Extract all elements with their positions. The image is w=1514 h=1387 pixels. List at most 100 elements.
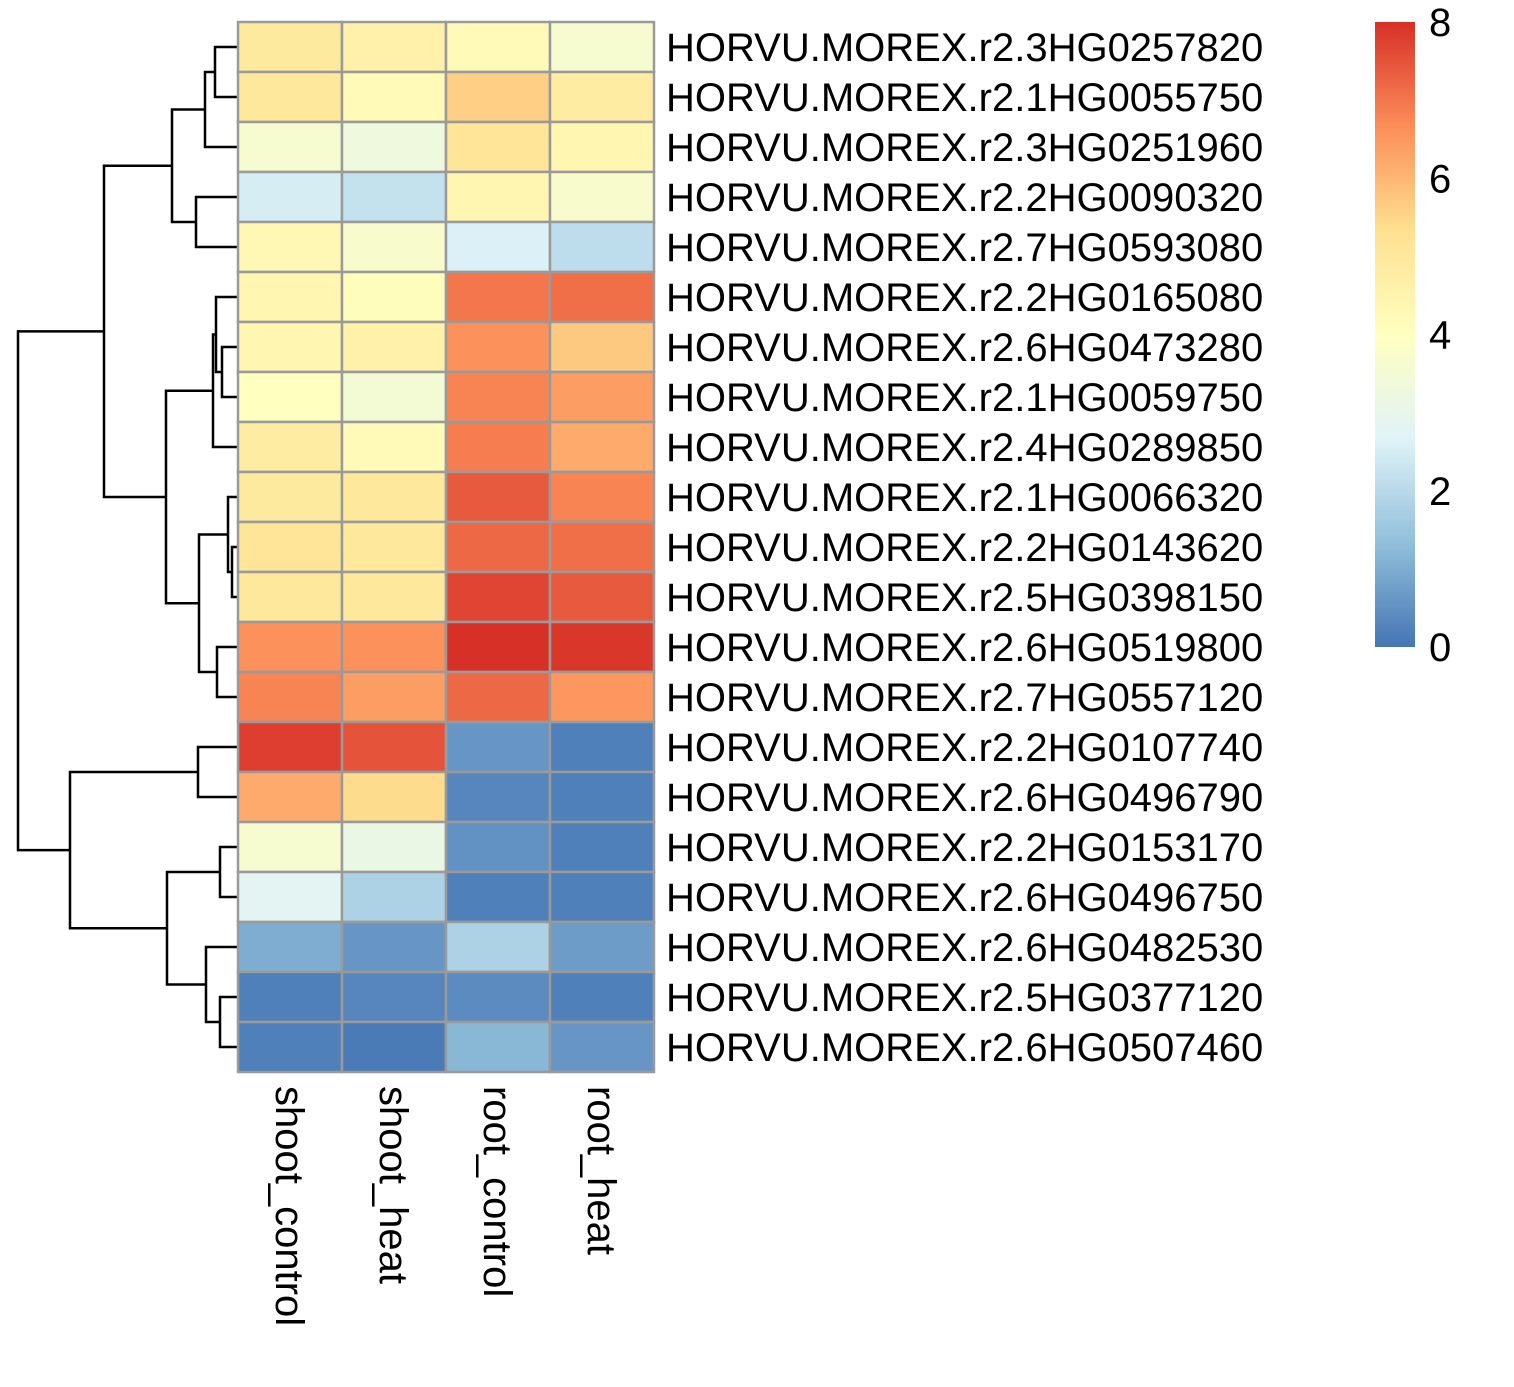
color-legend-ticks: 0 2 4 6 8 [1429, 1, 1451, 670]
dendrogram-branch [215, 645, 238, 699]
heatmap-cell [340, 570, 448, 624]
heatmap-cell [340, 920, 448, 974]
row-label: HORVU.MOREX.r2.2HG0107740 [666, 726, 1263, 770]
heatmap-cell [236, 320, 344, 374]
legend-tick-label: 6 [1429, 157, 1451, 201]
heatmap-cell [444, 320, 552, 374]
heatmap-cell [236, 1020, 344, 1074]
heatmap-cell [548, 370, 656, 424]
row-label: HORVU.MOREX.r2.2HG0153170 [666, 826, 1263, 870]
heatmap-cell [444, 420, 552, 474]
heatmap-cell [444, 470, 552, 524]
row-label: HORVU.MOREX.r2.1HG0066320 [666, 476, 1263, 520]
heatmap-cell [444, 270, 552, 324]
dendrogram-branch [194, 195, 238, 249]
heatmap-cell [444, 570, 552, 624]
row-label: HORVU.MOREX.r2.6HG0496750 [666, 876, 1263, 920]
dendrogram-branch [220, 345, 238, 399]
heatmap-cell [548, 720, 656, 774]
heatmap-cell [340, 670, 448, 724]
heatmap-cell [236, 20, 344, 74]
heatmap-cell [444, 220, 552, 274]
heatmap-cell [236, 520, 344, 574]
row-label: HORVU.MOREX.r2.7HG0593080 [666, 226, 1263, 270]
dendrogram-branch [204, 945, 238, 1024]
dendrogram-branch [203, 70, 238, 149]
heatmap-cell [236, 420, 344, 474]
dendrogram-branch [102, 164, 172, 499]
heatmap-cell [340, 70, 448, 124]
heatmap-cell [444, 120, 552, 174]
color-legend-bar [1375, 22, 1415, 647]
heatmap-cell [236, 570, 344, 624]
heatmap-cell [444, 770, 552, 824]
dendrogram-branch [218, 995, 238, 1049]
heatmap-cell [236, 620, 344, 674]
heatmap-cell [340, 120, 448, 174]
row-label: HORVU.MOREX.r2.4HG0289850 [666, 426, 1263, 470]
row-label: HORVU.MOREX.r2.2HG0143620 [666, 526, 1263, 570]
heatmap-cell [236, 170, 344, 224]
heatmap-cell [340, 170, 448, 224]
heatmap-cell [340, 420, 448, 474]
heatmap-cell [340, 870, 448, 924]
legend-tick-label: 0 [1429, 626, 1451, 670]
heatmap-cell [548, 1020, 656, 1074]
dendrogram-branch [68, 770, 198, 930]
heatmap-cell [236, 820, 344, 874]
heatmap-cell [548, 470, 656, 524]
row-label: HORVU.MOREX.r2.1HG0055750 [666, 76, 1263, 120]
dendrogram-branch [165, 870, 220, 986]
heatmap-cell [548, 670, 656, 724]
heatmap-cell [444, 370, 552, 424]
heatmap-cell [444, 820, 552, 874]
row-label: HORVU.MOREX.r2.5HG0398150 [666, 576, 1263, 620]
heatmap-cell [340, 220, 448, 274]
legend-tick-label: 8 [1429, 1, 1451, 45]
heatmap-cell [340, 620, 448, 674]
heatmap-cell [236, 270, 344, 324]
heatmap-cell [444, 70, 552, 124]
dendrogram-branch [197, 533, 228, 674]
dendrogram-branch [16, 330, 104, 852]
dendrogram-branch [218, 845, 238, 899]
heatmap-cell [340, 720, 448, 774]
heatmap-cell [236, 370, 344, 424]
heatmap-cell [444, 970, 552, 1024]
row-label: HORVU.MOREX.r2.6HG0519800 [666, 626, 1263, 670]
heatmap-cell [548, 820, 656, 874]
heatmap-cell [548, 320, 656, 374]
dendrogram-branch [213, 45, 238, 99]
row-label: HORVU.MOREX.r2.5HG0377120 [666, 976, 1263, 1020]
heatmap-cell [548, 920, 656, 974]
heatmap-cell [548, 620, 656, 674]
color-legend: 0 2 4 6 8 [1375, 1, 1451, 670]
heatmap-cell [548, 420, 656, 474]
dendrogram-branch [164, 389, 213, 605]
heatmap-cell [548, 570, 656, 624]
heatmap-cell [444, 620, 552, 674]
heatmap-cell [236, 120, 344, 174]
row-label: HORVU.MOREX.r2.7HG0557120 [666, 676, 1263, 720]
heatmap-cell [548, 70, 656, 124]
row-label: HORVU.MOREX.r2.2HG0165080 [666, 276, 1263, 320]
heatmap-cell [548, 120, 656, 174]
heatmap-cell [340, 20, 448, 74]
heatmap-cell [340, 770, 448, 824]
heatmap-cell [444, 920, 552, 974]
row-label: HORVU.MOREX.r2.6HG0507460 [666, 1026, 1263, 1070]
heatmap-cell [340, 470, 448, 524]
heatmap-cell [340, 1020, 448, 1074]
row-label: HORVU.MOREX.r2.6HG0482530 [666, 926, 1263, 970]
heatmap-cell [236, 670, 344, 724]
heatmap-cell [444, 20, 552, 74]
row-label: HORVU.MOREX.r2.3HG0251960 [666, 126, 1263, 170]
heatmap-cell [340, 320, 448, 374]
heatmap-cell [340, 820, 448, 874]
heatmap-cell [548, 520, 656, 574]
heatmap-cell [236, 970, 344, 1024]
heatmap-cell [236, 920, 344, 974]
heatmap-cell [548, 870, 656, 924]
dendrogram-branch [170, 108, 205, 224]
